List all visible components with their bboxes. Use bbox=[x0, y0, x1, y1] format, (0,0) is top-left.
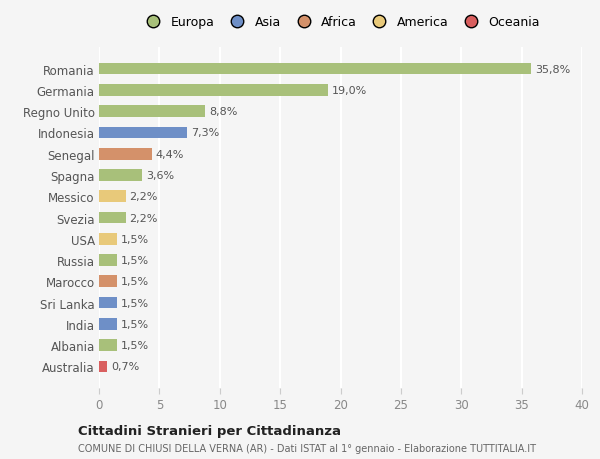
Text: 19,0%: 19,0% bbox=[332, 86, 367, 95]
Bar bbox=[99, 255, 117, 266]
Text: 2,2%: 2,2% bbox=[129, 192, 158, 202]
Bar bbox=[99, 212, 125, 224]
Bar bbox=[99, 191, 125, 202]
Bar bbox=[99, 106, 205, 118]
Text: 35,8%: 35,8% bbox=[535, 64, 570, 74]
Bar bbox=[99, 127, 187, 139]
Text: 1,5%: 1,5% bbox=[121, 234, 149, 244]
Bar bbox=[99, 276, 117, 287]
Bar bbox=[99, 297, 117, 309]
Bar bbox=[99, 318, 117, 330]
Text: 4,4%: 4,4% bbox=[156, 149, 184, 159]
Text: COMUNE DI CHIUSI DELLA VERNA (AR) - Dati ISTAT al 1° gennaio - Elaborazione TUTT: COMUNE DI CHIUSI DELLA VERNA (AR) - Dati… bbox=[78, 443, 536, 453]
Text: 0,7%: 0,7% bbox=[111, 362, 139, 372]
Text: 2,2%: 2,2% bbox=[129, 213, 158, 223]
Bar bbox=[99, 361, 107, 372]
Bar bbox=[99, 340, 117, 351]
Text: 1,5%: 1,5% bbox=[121, 341, 149, 350]
Bar bbox=[99, 64, 531, 75]
Bar bbox=[99, 170, 142, 181]
Text: 1,5%: 1,5% bbox=[121, 298, 149, 308]
Text: 1,5%: 1,5% bbox=[121, 319, 149, 329]
Bar bbox=[99, 234, 117, 245]
Bar bbox=[99, 85, 328, 96]
Bar bbox=[99, 149, 152, 160]
Text: Cittadini Stranieri per Cittadinanza: Cittadini Stranieri per Cittadinanza bbox=[78, 424, 341, 437]
Text: 7,3%: 7,3% bbox=[191, 128, 219, 138]
Legend: Europa, Asia, Africa, America, Oceania: Europa, Asia, Africa, America, Oceania bbox=[139, 14, 542, 32]
Text: 8,8%: 8,8% bbox=[209, 107, 237, 117]
Text: 1,5%: 1,5% bbox=[121, 277, 149, 287]
Text: 3,6%: 3,6% bbox=[146, 171, 174, 180]
Text: 1,5%: 1,5% bbox=[121, 256, 149, 265]
